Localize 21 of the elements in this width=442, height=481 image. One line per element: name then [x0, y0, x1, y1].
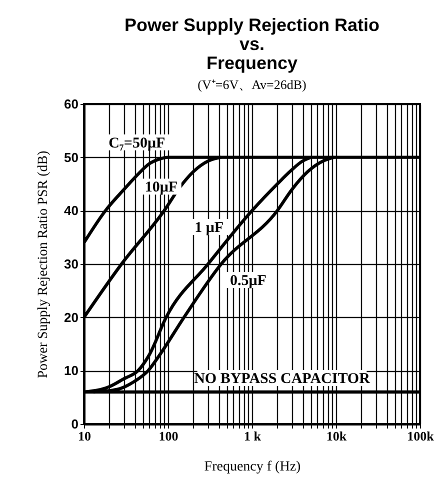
series-label: 1 μF — [194, 220, 224, 236]
x-tick-label: 100k — [407, 428, 435, 444]
series-label: 0.5μF — [230, 273, 266, 289]
x-axis-title: Frequency f (Hz) — [204, 460, 302, 474]
y-axis-title: Power Supply Rejection Ratio PSR (dB) — [36, 150, 52, 378]
y-tick-label: 30 — [64, 256, 78, 272]
x-tick-label: 10k — [326, 428, 348, 444]
y-tick-label: 50 — [64, 150, 78, 165]
series-label: C₇=50μF — [108, 135, 166, 152]
chart-subtitle: (V⁺=6V、Av=26dB) — [198, 77, 306, 92]
x-tick-label: 100 — [158, 428, 178, 444]
y-tick-label: 0 — [71, 416, 78, 432]
series-label: NO BYPASS CAPACITOR — [194, 371, 370, 387]
chart-title: Power Supply Rejection Ratio vs. Frequency — [124, 15, 380, 73]
series-label: 10μF — [144, 180, 178, 196]
x-tick-label: 1 k — [244, 428, 262, 444]
y-tick-label: 60 — [64, 96, 78, 112]
y-tick-label: 20 — [64, 310, 78, 325]
x-tick-label: 10 — [78, 428, 91, 444]
y-tick-label: 10 — [64, 363, 78, 378]
y-tick-label: 40 — [64, 203, 78, 218]
